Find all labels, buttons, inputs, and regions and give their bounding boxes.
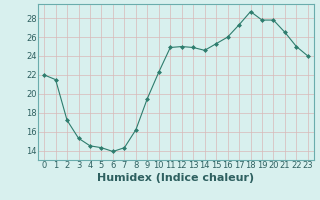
X-axis label: Humidex (Indice chaleur): Humidex (Indice chaleur): [97, 173, 255, 183]
